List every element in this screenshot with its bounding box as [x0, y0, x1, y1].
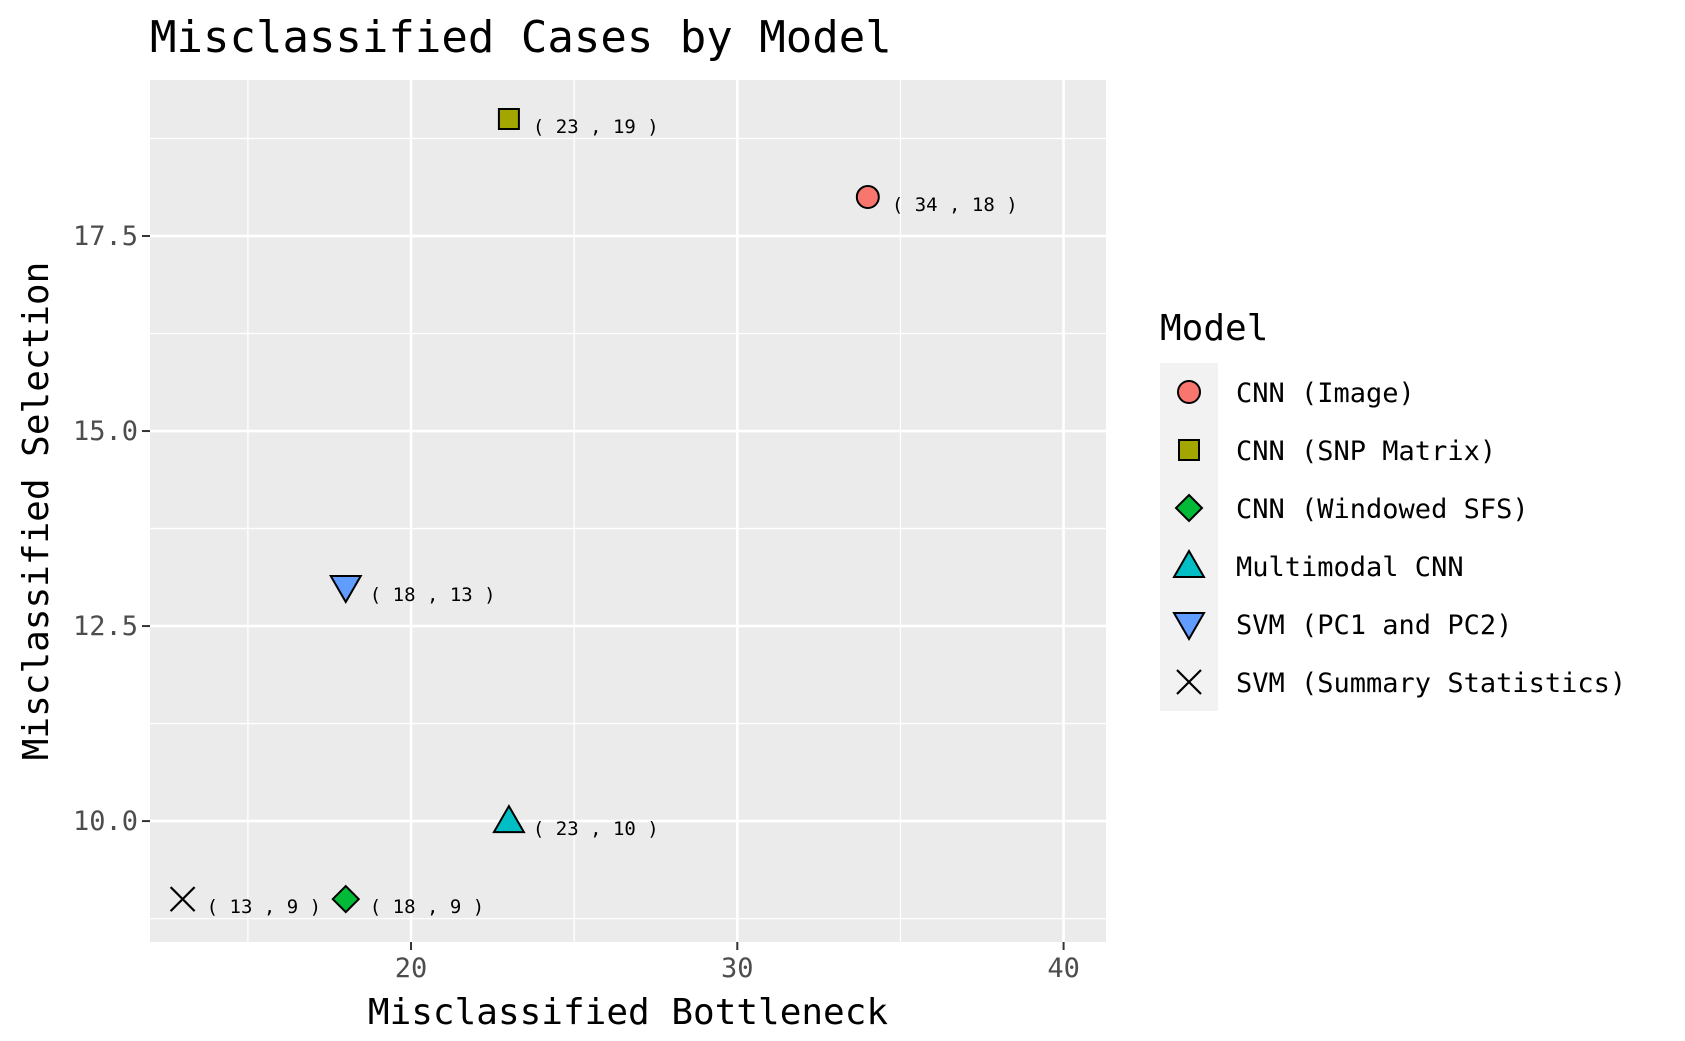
- legend-key: [1176, 669, 1202, 695]
- data-point: [331, 884, 361, 914]
- point-labels: ( 34 , 18 ) ( 23 , 19 ) ( 18 , 9 ) ( 23 , 1…: [207, 116, 1018, 918]
- cross-stroke: [1176, 669, 1202, 695]
- legend-label: CNN (Image): [1236, 378, 1415, 409]
- data-points: [169, 108, 880, 914]
- x-axis-title: Misclassified Bottleneck: [368, 992, 888, 1033]
- x-tick-label: 20: [395, 953, 428, 984]
- data-point: [492, 804, 526, 834]
- y-tick-label: 10.0: [73, 806, 138, 837]
- x-tick-label: 40: [1047, 953, 1080, 984]
- data-label: ( 23 , 19 ): [533, 116, 659, 138]
- major-gridlines: [150, 80, 1106, 942]
- data-label: ( 13 , 9 ): [207, 896, 321, 918]
- x-tick-label: 30: [721, 953, 754, 984]
- legend-key: [1178, 439, 1200, 461]
- y-tick-label: 12.5: [73, 611, 138, 642]
- legend-key: [1174, 493, 1204, 523]
- data-point: [169, 886, 196, 912]
- data-point: [329, 575, 363, 605]
- data-label: ( 23 , 10 ): [533, 818, 659, 840]
- y-tick-label: 17.5: [73, 221, 138, 252]
- legend-key: [1172, 548, 1206, 578]
- legend-key: [1172, 612, 1206, 642]
- plot-panel: [150, 80, 1106, 942]
- x-axis: 20 30 40: [395, 942, 1080, 984]
- data-label: ( 18 , 13 ): [370, 584, 496, 606]
- data-point: [497, 108, 520, 131]
- minor-gridlines: [150, 80, 1106, 942]
- y-tick-label: 15.0: [73, 416, 138, 447]
- legend-label: SVM (PC1 and PC2): [1236, 610, 1512, 641]
- legend-key-background: [1160, 363, 1218, 711]
- legend-label: Multimodal CNN: [1236, 552, 1464, 583]
- data-label: ( 18 , 9 ): [370, 896, 484, 918]
- y-axis-title: Misclassified Selection: [16, 262, 57, 761]
- chart-title: Misclassified Cases by Model: [150, 12, 892, 63]
- legend-key: [1177, 380, 1201, 404]
- data-label: ( 34 , 18 ): [892, 194, 1018, 216]
- y-axis: 10.0 12.5 15.0 17.5: [73, 221, 150, 837]
- cross-stroke: [169, 886, 196, 912]
- legend: Model CNN (Image) CNN (SNP Matrix) CNN (Wi…: [1160, 308, 1626, 711]
- legend-label: CNN (SNP Matrix): [1236, 436, 1496, 467]
- data-point: [855, 185, 880, 210]
- legend-label: CNN (Windowed SFS): [1236, 494, 1529, 525]
- legend-title: Model: [1160, 308, 1268, 349]
- legend-label: SVM (Summary Statistics): [1236, 668, 1626, 699]
